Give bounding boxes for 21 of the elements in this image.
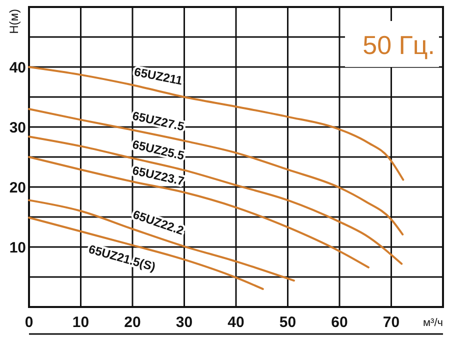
y-tick-label: 40	[9, 59, 26, 76]
x-tick-label: 0	[24, 314, 34, 331]
y-tick-label: 30	[9, 119, 26, 136]
line-series	[28, 199, 295, 282]
x-tick-label: 20	[124, 314, 141, 331]
x-axis-title: м³/ч	[422, 317, 443, 329]
x-tick-label: 50	[279, 314, 296, 331]
text: 65UZ27.5	[131, 108, 186, 134]
y-tick-label: 10	[9, 239, 26, 256]
text: 65UZ25.5	[131, 137, 186, 163]
x-tick-label: 40	[228, 314, 244, 331]
annotation: 50 Гц.	[362, 30, 435, 60]
text: 65UZ211	[133, 64, 184, 88]
x-tick-label: 70	[382, 314, 400, 331]
x-tick-label: 60	[331, 314, 348, 331]
line-series	[28, 108, 404, 236]
text: 65UZ23.7	[131, 163, 186, 188]
x-tick-label: 30	[176, 314, 193, 331]
x-tick-label: 10	[72, 314, 90, 331]
y-axis-title: H(м)	[7, 9, 21, 34]
y-tick-label: 20	[9, 179, 26, 196]
